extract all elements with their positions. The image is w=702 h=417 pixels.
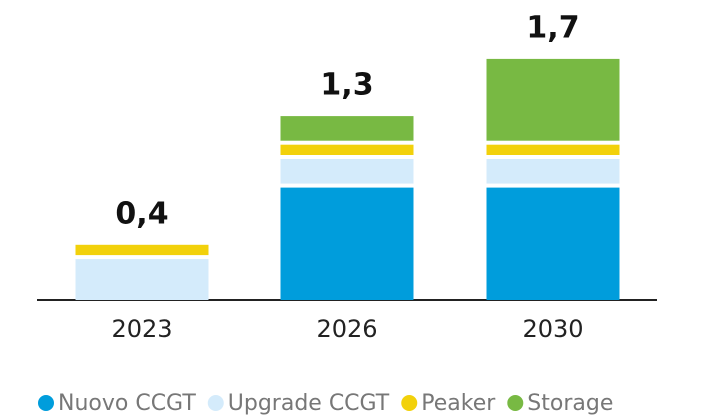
bar-segment bbox=[280, 116, 414, 141]
legend-label: Storage bbox=[527, 391, 613, 416]
bar-segment bbox=[280, 144, 414, 155]
bar-segment bbox=[486, 187, 620, 300]
legend-marker bbox=[507, 395, 524, 411]
bar-segment bbox=[486, 159, 620, 184]
legend-label: Peaker bbox=[421, 391, 496, 416]
total-label: 1,7 bbox=[526, 10, 579, 45]
x-tick-label: 2026 bbox=[316, 315, 377, 343]
bar-segment bbox=[280, 187, 414, 300]
x-tick-label: 2023 bbox=[111, 315, 172, 343]
bar-segment bbox=[486, 58, 620, 141]
legend-marker bbox=[401, 395, 418, 411]
total-label: 1,3 bbox=[320, 68, 373, 103]
total-label: 0,4 bbox=[115, 196, 168, 231]
legend-label: Nuovo CCGT bbox=[58, 391, 196, 416]
legend-marker bbox=[207, 395, 224, 411]
x-tick-label: 2030 bbox=[522, 315, 583, 343]
bar-segment bbox=[75, 244, 209, 256]
legend-marker bbox=[38, 395, 54, 411]
bar-segment bbox=[75, 259, 209, 300]
bar-segment bbox=[486, 144, 620, 155]
bar-segment bbox=[280, 159, 414, 184]
legend-label: Upgrade CCGT bbox=[228, 391, 390, 416]
